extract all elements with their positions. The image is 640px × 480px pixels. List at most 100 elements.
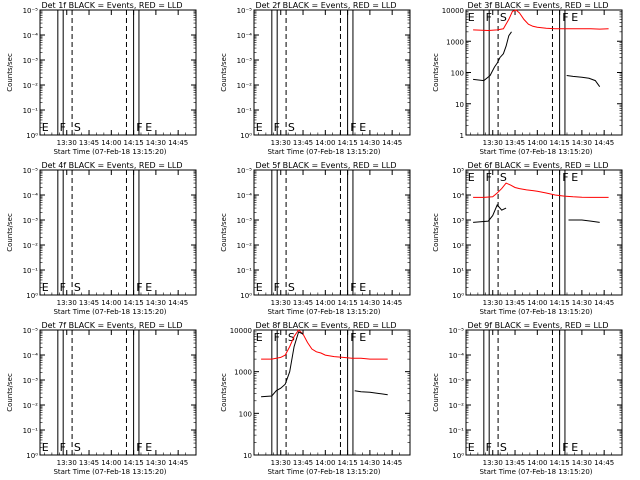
y-tick-label: 10⁻⁴ [237,32,253,40]
interval-letter: E [359,331,366,344]
x-tick-label: 13:45 [505,459,525,467]
x-tick-label: 14:30 [360,299,380,307]
x-tick-label: 14:15 [124,299,144,307]
x-tick-label: 14:00 [527,299,547,307]
series-line [473,203,507,223]
interval-letter: S [500,441,507,454]
x-tick-label: 14:30 [572,299,592,307]
x-tick-label: 13:30 [271,139,291,147]
y-tick-label: 10⁻³ [23,377,39,385]
x-tick-label: 13:30 [57,299,77,307]
plot-frame [253,169,411,296]
x-axis-label: Start Time (07-Feb-18 13:15:20) [479,148,592,156]
panel-det-7: Det 7f BLACK = Events, RED = LLD 10⁰ 10⁻¹ 1… [6,321,197,476]
y-tick-label: 10⁻¹ [237,107,253,115]
y-tick-label: 10⁻¹ [237,267,253,275]
x-tick-label: 14:30 [572,459,592,467]
x-tick-label: 14:45 [168,139,188,147]
plot-frame [39,9,197,136]
x-tick-label: 14:15 [124,459,144,467]
plot-frame [465,329,623,456]
x-tick-label: 13:30 [271,299,291,307]
interval-letter: F [60,441,66,454]
interval-letter: E [145,281,152,294]
x-tick-label: 14:30 [146,459,166,467]
y-tick-label: 1 [460,132,464,140]
y-tick-label: 100 [451,70,464,78]
x-axis-label: Start Time (07-Feb-18 13:15:20) [53,308,166,316]
plot-frame [39,329,197,456]
series-line [473,182,609,198]
panel-det-8: Det 8f BLACK = Events, RED = LLD 10 100 100… [220,321,411,476]
x-tick-label: 13:30 [271,459,291,467]
panel-title: Det 5f BLACK = Events, RED = LLD [255,161,396,170]
y-tick-label: 10⁻⁵ [237,167,253,175]
series-line [568,219,600,223]
interval-letter: S [288,281,295,294]
y-tick-label: 10⁻⁴ [23,32,39,40]
y-tick-label: 10⁰ [26,132,38,140]
x-axis-label: Start Time (07-Feb-18 13:15:20) [479,468,592,476]
y-tick-label: 10⁻¹ [23,267,39,275]
x-tick-label: 13:30 [483,139,503,147]
y-tick-label: 10⁻⁵ [237,7,253,15]
interval-letter: E [145,121,152,134]
interval-letter: F [350,281,356,294]
interval-letter: E [468,11,475,24]
interval-letter: E [256,121,263,134]
y-tick-label: 10⁰ [240,132,252,140]
y-tick-label: 10 [243,452,252,460]
y-tick-label: 10⁻¹ [23,427,39,435]
x-tick-label: 14:00 [315,459,335,467]
x-tick-label: 14:00 [101,299,121,307]
plot-frame [253,329,411,456]
y-tick-label: 10⁻³ [23,57,39,65]
x-tick-label: 14:30 [146,139,166,147]
panel-title: Det 3f BLACK = Events, RED = LLD [467,1,608,10]
panel-title: Det 4f BLACK = Events, RED = LLD [41,161,182,170]
interval-letter: E [571,171,578,184]
interval-letter: F [350,331,356,344]
panel-det-2: Det 2f BLACK = Events, RED = LLD 10⁰ 10⁻¹ 1… [220,1,411,156]
x-tick-label: 14:15 [124,139,144,147]
panel-title: Det 7f BLACK = Events, RED = LLD [41,321,182,330]
interval-letter: F [562,171,568,184]
y-tick-label: 10⁻² [23,242,39,250]
y-axis-label: Counts/sec [220,373,228,412]
y-tick-label: 10⁻³ [23,217,39,225]
panel-title: Det 9f BLACK = Events, RED = LLD [467,321,608,330]
interval-letter: F [60,281,66,294]
plot-frame [253,9,411,136]
y-tick-label: 10⁻³ [237,217,253,225]
x-tick-label: 13:45 [79,299,99,307]
interval-letter: E [571,11,578,24]
interval-letter: S [500,171,507,184]
panel-det-9: Det 9f BLACK = Events, RED = LLD 10⁰ 10⁻¹ 1… [432,321,623,476]
x-tick-label: 14:30 [572,139,592,147]
x-axis-label: Start Time (07-Feb-18 13:15:20) [267,308,380,316]
x-tick-label: 14:00 [527,459,547,467]
y-tick-label: 10000 [442,7,464,15]
interval-letter: F [562,11,568,24]
x-tick-label: 13:45 [79,139,99,147]
x-axis-label: Start Time (07-Feb-18 13:15:20) [267,468,380,476]
x-tick-label: 13:45 [505,139,525,147]
y-tick-label: 10⁻² [23,82,39,90]
series-line [261,329,388,360]
y-axis-label: Counts/sec [6,213,14,252]
y-tick-label: 10⁰ [452,452,464,460]
y-tick-label: 10⁵ [452,167,464,175]
interval-letter: S [288,331,295,344]
x-axis-label: Start Time (07-Feb-18 13:15:20) [479,308,592,316]
x-tick-label: 13:45 [293,459,313,467]
interval-letter: F [350,121,356,134]
x-tick-label: 14:00 [527,139,547,147]
interval-letter: F [486,11,492,24]
x-tick-label: 14:15 [338,299,358,307]
panel-det-1: Det 1f BLACK = Events, RED = LLD 10⁰ 10⁻¹ 1… [6,1,197,156]
interval-letter: F [486,171,492,184]
x-tick-label: 14:45 [168,299,188,307]
interval-letter: F [136,121,142,134]
series-line [261,331,304,398]
x-tick-label: 13:45 [505,299,525,307]
